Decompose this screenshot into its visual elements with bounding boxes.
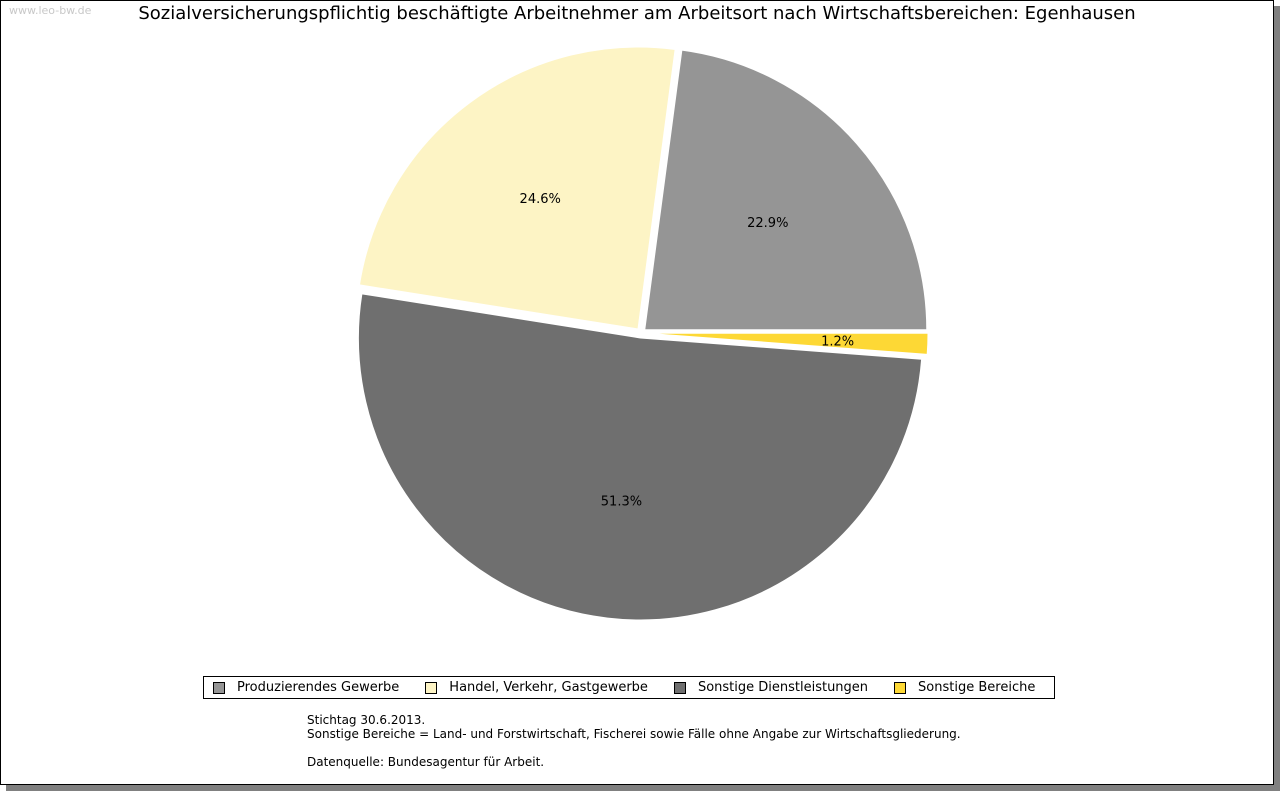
watermark: www.leo-bw.de <box>9 4 92 17</box>
legend-item-produzierendes-gewerbe: Produzierendes Gewerbe <box>213 680 399 695</box>
footnote-date: Stichtag 30.6.2013. <box>307 713 426 727</box>
legend-label-sonstige-dienstleistungen: Sonstige Dienstleistungen <box>697 680 869 695</box>
legend-label-sonstige-bereiche: Sonstige Bereiche <box>918 680 1036 695</box>
pie-label-produzierendes-gewerbe: 22.9% <box>747 216 788 231</box>
pie-label-sonstige-bereiche: 1.2% <box>821 334 854 349</box>
legend-swatch-produzierendes-gewerbe <box>213 681 225 694</box>
pie-chart: 22.9% 24.6% 51.3% 1.2% <box>357 46 929 621</box>
legend-label-handel-verkehr-gastgewerbe: Handel, Verkehr, Gastgewerbe <box>449 680 648 695</box>
footnote-source: Datenquelle: Bundesagentur für Arbeit. <box>307 755 545 769</box>
legend-item-sonstige-dienstleistungen: Sonstige Dienstleistungen <box>673 680 869 695</box>
chart-title: Sozialversicherungspflichtig beschäftigt… <box>138 3 1136 24</box>
footnotes: Stichtag 30.6.2013. Sonstige Bereiche = … <box>307 713 961 769</box>
footnote-definition: Sonstige Bereiche = Land- und Forstwirts… <box>307 727 961 741</box>
pie-slice-sonstige-dienstleistungen <box>357 293 923 621</box>
legend-swatch-sonstige-bereiche <box>894 681 907 694</box>
legend-item-sonstige-bereiche: Sonstige Bereiche <box>894 680 1035 695</box>
legend-swatch-handel-verkehr-gastgewerbe <box>425 681 438 694</box>
legend-swatch-sonstige-dienstleistungen <box>673 681 686 694</box>
footnote-spacer <box>307 741 961 755</box>
legend-label-produzierendes-gewerbe: Produzierendes Gewerbe <box>237 680 400 695</box>
pie-slice-handel-verkehr-gastgewerbe <box>358 46 676 330</box>
pie-slice-produzierendes-gewerbe <box>644 49 928 331</box>
pie-slice-sonstige-bereiche <box>645 332 929 355</box>
legend: Produzierendes Gewerbe Handel, Verkehr, … <box>203 676 1055 699</box>
pie-label-sonstige-dienstleistungen: 51.3% <box>601 494 642 509</box>
pie-label-handel-verkehr-gastgewerbe: 24.6% <box>520 192 561 207</box>
legend-item-handel-verkehr-gastgewerbe: Handel, Verkehr, Gastgewerbe <box>425 680 648 695</box>
